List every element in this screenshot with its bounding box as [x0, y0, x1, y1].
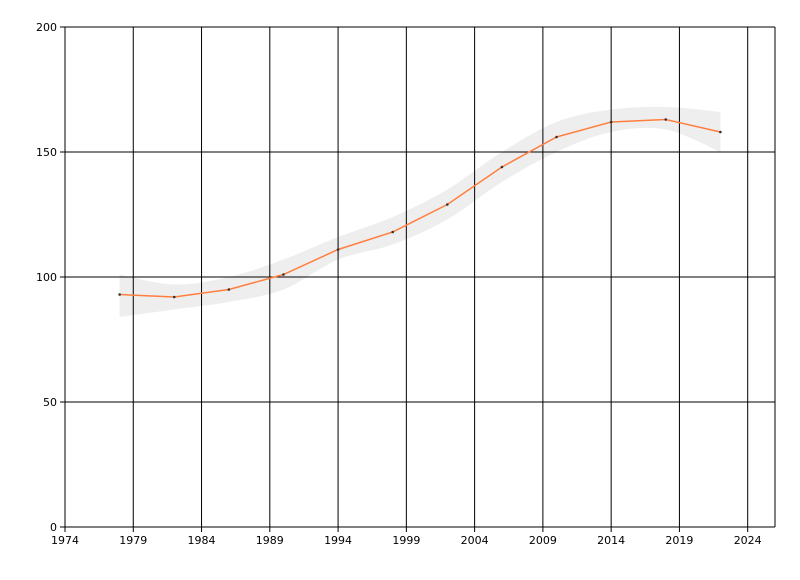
point [719, 130, 722, 134]
x-tick-label: 2004 [461, 534, 489, 547]
y-tick-label: 100 [36, 271, 57, 284]
x-tick-label: 1974 [51, 534, 79, 547]
y-tick-label: 200 [36, 21, 57, 34]
point [391, 230, 394, 234]
point [446, 203, 449, 206]
point [336, 248, 340, 251]
x-tick-label: 2009 [529, 534, 557, 547]
x-tick-label: 1984 [188, 534, 216, 547]
point [282, 273, 285, 276]
point [609, 120, 613, 124]
x-tick-label: 2024 [734, 534, 762, 547]
x-tick-label: 1979 [119, 534, 147, 547]
y-tick-label: 0 [50, 521, 57, 534]
x-tick-label: 2019 [665, 534, 693, 547]
point [227, 288, 231, 291]
y-tick-label: 150 [36, 146, 57, 159]
x-tick-label: 1989 [256, 534, 284, 547]
line [119, 118, 721, 298]
point [555, 135, 558, 139]
point [664, 118, 668, 121]
x-tick-label: 1999 [392, 534, 420, 547]
x-tick-label: 2014 [597, 534, 625, 547]
point [172, 295, 176, 299]
y-tick-label: 50 [43, 396, 57, 409]
x-tick-label: 1994 [324, 534, 352, 547]
point [118, 293, 121, 296]
confidence-band [119, 106, 721, 317]
point [500, 165, 504, 169]
